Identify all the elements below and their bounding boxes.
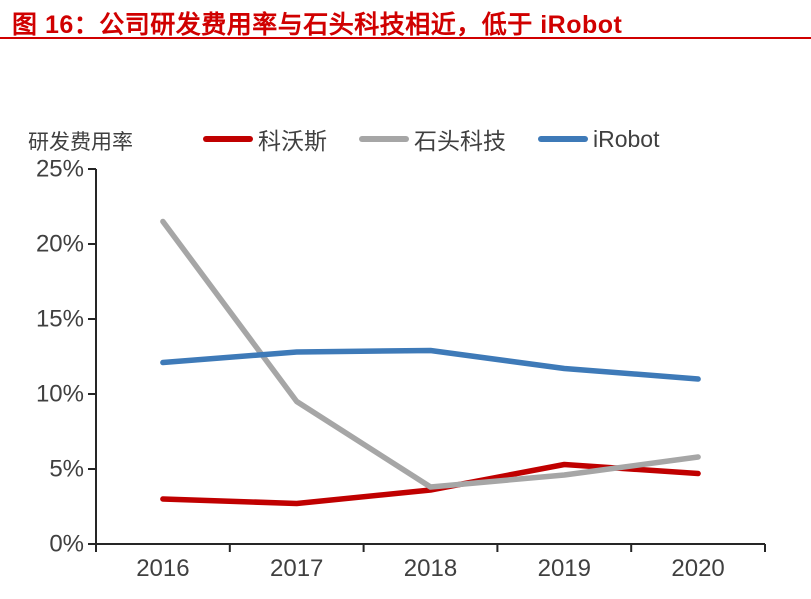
legend-line-swatch — [538, 136, 588, 142]
legend-label: 石头科技 — [414, 128, 506, 154]
series-line-2 — [160, 347, 701, 382]
line-chart-plot: 0% 5% 10% 15% 20% 25% 2016 2017 2018 2019 2020 — [36, 156, 766, 582]
chart-legend: 科沃斯 石头科技 iRobot — [203, 124, 659, 154]
x-tick-label: 2020 — [671, 555, 724, 582]
y-tick-label: 5% — [49, 456, 84, 483]
legend-label: iRobot — [593, 125, 660, 152]
legend-item-0: 科沃斯 — [203, 122, 327, 156]
y-tick-label: 15% — [36, 306, 84, 333]
title-underline — [0, 37, 811, 39]
figure-title: 图 16：公司研发费用率与石头科技相近，低于 iRobot — [12, 11, 623, 39]
y-tick-label: 0% — [49, 531, 84, 558]
legend-label: 科沃斯 — [258, 128, 327, 154]
x-tick-label: 2016 — [136, 555, 189, 582]
legend-item-2: iRobot — [538, 126, 659, 153]
legend-line-swatch — [359, 136, 409, 142]
x-tick-label: 2017 — [270, 555, 323, 582]
series-line-1 — [160, 218, 701, 490]
x-tick-label: 2019 — [538, 555, 591, 582]
y-tick-label: 10% — [36, 381, 84, 408]
chart-header-row: 研发费用率 科沃斯 石头科技 iRobot — [0, 124, 811, 155]
y-axis-title: 研发费用率 — [28, 131, 133, 154]
y-tick-label: 20% — [36, 231, 84, 258]
y-tick-label: 25% — [36, 156, 84, 183]
legend-item-1: 石头科技 — [359, 122, 506, 156]
x-tick-label: 2018 — [404, 555, 457, 582]
legend-line-swatch — [203, 136, 253, 142]
